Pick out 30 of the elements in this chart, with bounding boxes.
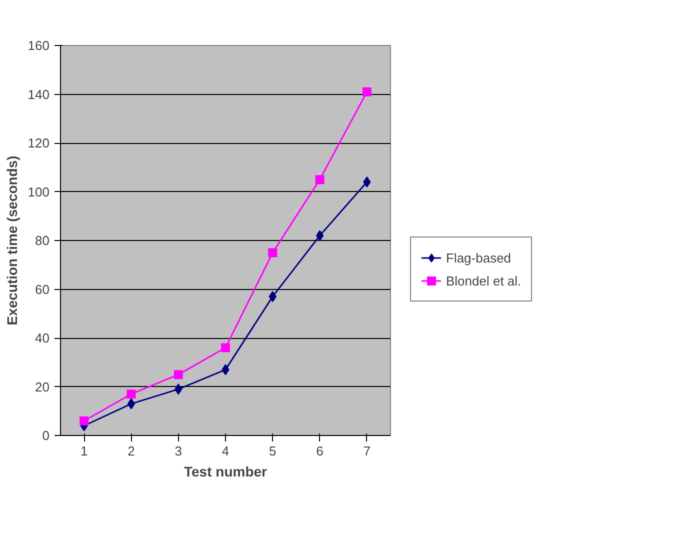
- point: [126, 390, 136, 399]
- x-tick-label: 3: [174, 444, 182, 458]
- point: [174, 370, 183, 380]
- x-tick-label: 2: [128, 444, 135, 458]
- legend-label: Blondel et al.: [446, 273, 522, 288]
- y-tick-label: 80: [35, 233, 50, 248]
- y-axis-title: Execution time (seconds): [4, 156, 20, 326]
- point: [362, 87, 372, 96]
- y-tick-label: 0: [42, 428, 50, 443]
- x-tick-label: 4: [222, 444, 230, 458]
- y-tick-label: 60: [35, 282, 50, 297]
- point: [316, 230, 324, 242]
- x-tick-label: 7: [363, 444, 371, 458]
- point: [363, 176, 371, 188]
- x-tick-label: 5: [269, 444, 276, 458]
- y-tick-label: 140: [28, 86, 50, 102]
- point: [315, 175, 324, 184]
- point: [221, 343, 230, 352]
- x-tick-label: 6: [316, 444, 324, 458]
- point: [268, 248, 278, 258]
- legend-label: Flag-based: [446, 250, 512, 265]
- y-tick-label: 40: [35, 330, 50, 346]
- x-axis-title: Test number: [184, 464, 268, 480]
- y-tick-label: 100: [28, 184, 50, 200]
- y-tick-label: 120: [28, 136, 50, 150]
- x-tick-label: 1: [80, 444, 88, 458]
- y-tick-label: 20: [35, 379, 50, 394]
- point: [127, 398, 136, 410]
- point: [80, 416, 89, 426]
- y-tick-label: 160: [28, 38, 50, 53]
